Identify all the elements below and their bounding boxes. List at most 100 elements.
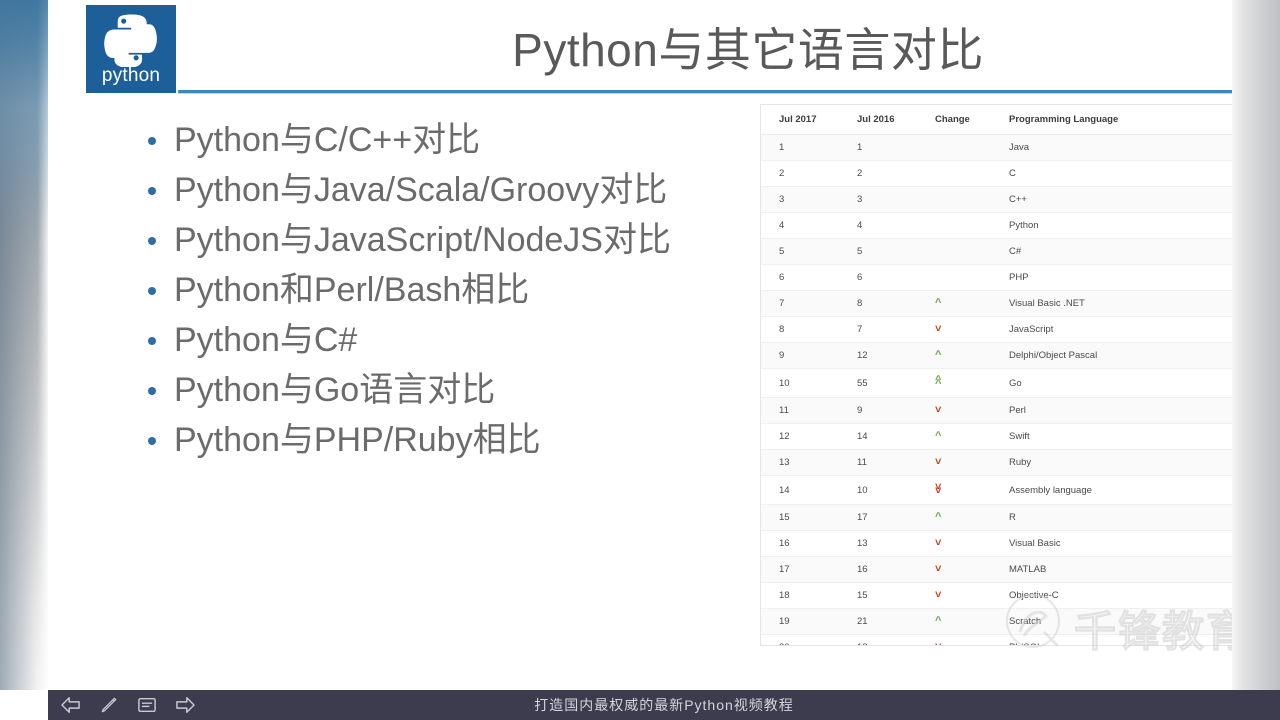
notes-icon <box>138 697 156 713</box>
table-body: 11 Java13.774% 22 C7.321% 33 C++5.576% 44 Pytho… <box>761 134 1232 645</box>
cell-ratings: 1.813% <box>1215 608 1232 635</box>
cell-rank-2017: 5 <box>761 238 857 265</box>
cell-language: Scratch <box>1009 608 1215 635</box>
cell-language: R <box>1009 504 1215 531</box>
python-logo-label: python <box>101 65 161 86</box>
title-underline-soft <box>178 93 1232 94</box>
change-down-icon: ˅ <box>935 556 1009 583</box>
cell-rank-2017: 15 <box>761 504 857 531</box>
cell-language: Perl <box>1009 397 1215 424</box>
column-header-change: Change <box>935 105 1009 135</box>
cell-language: C# <box>1009 238 1215 265</box>
cell-rank-2017: 4 <box>761 212 857 239</box>
cell-ratings: 2.009% <box>1215 556 1232 583</box>
notes-button[interactable] <box>134 694 160 716</box>
arrow-right-icon <box>176 697 195 713</box>
cell-rank-2016: 12 <box>857 342 935 369</box>
change-down-icon: ˅ <box>935 634 1009 645</box>
cell-rank-2017: 11 <box>761 397 857 424</box>
cell-rank-2016: 3 <box>857 186 935 213</box>
cell-rank-2017: 12 <box>761 423 857 450</box>
cell-ratings: 2.249% <box>1215 449 1232 476</box>
cell-language: Ruby <box>1009 449 1215 476</box>
cell-language: Go <box>1009 368 1215 398</box>
table-row: 119˅Perl2.334% <box>761 397 1232 424</box>
list-item: Python和Perl/Bash相比 <box>148 268 788 312</box>
cell-language: Delphi/Object Pascal <box>1009 342 1215 369</box>
cell-ratings: 3.543% <box>1215 212 1232 239</box>
next-slide-button[interactable] <box>172 694 198 716</box>
cell-language: MATLAB <box>1009 556 1215 583</box>
cell-rank-2017: 2 <box>761 160 857 187</box>
table-header-row: Jul 2017 Jul 2016 Change Programming Lan… <box>761 105 1232 135</box>
change-none <box>935 134 1009 161</box>
table-row: 55 C#3.518% <box>761 238 1232 265</box>
cell-ratings: 2.240% <box>1215 475 1232 505</box>
bullet-dot-icon <box>148 237 156 245</box>
table-row: 33 C++5.576% <box>761 186 1232 213</box>
title-underline <box>178 90 1232 93</box>
previous-slide-button[interactable] <box>58 694 84 716</box>
cell-language: PL/SQL <box>1009 634 1215 645</box>
change-none <box>935 264 1009 291</box>
pen-tool-button[interactable] <box>96 694 122 716</box>
cell-rank-2016: 7 <box>857 316 935 343</box>
cell-language: C <box>1009 160 1215 187</box>
column-header-jul-2016: Jul 2016 <box>857 105 935 135</box>
python-logo-icon <box>103 11 159 72</box>
cell-rank-2016: 1 <box>857 134 935 161</box>
cell-ratings: 2.105% <box>1215 504 1232 531</box>
cell-rank-2017: 3 <box>761 186 857 213</box>
player-toolbar: 打造国内最权威的最新Python视频教程 <box>48 690 1280 720</box>
cell-ratings: 2.490% <box>1215 342 1232 369</box>
list-item-label: Python与C/C++对比 <box>174 121 481 159</box>
cell-rank-2016: 8 <box>857 290 935 317</box>
cell-rank-2017: 16 <box>761 530 857 557</box>
cell-rank-2017: 18 <box>761 582 857 609</box>
right-gradient-strip <box>1232 0 1280 690</box>
cell-language: Objective-C <box>1009 582 1215 609</box>
change-none <box>935 160 1009 187</box>
cell-rank-2016: 11 <box>857 449 935 476</box>
cell-rank-2016: 21 <box>857 608 935 635</box>
cell-rank-2016: 5 <box>857 238 935 265</box>
cell-language: PHP <box>1009 264 1215 291</box>
list-item: Python与C# <box>148 318 788 362</box>
left-strip-blue-tint <box>0 0 48 240</box>
bullet-dot-icon <box>148 437 156 445</box>
bullet-dot-icon <box>148 337 156 345</box>
cell-language: Python <box>1009 212 1215 239</box>
column-header-jul-2017: Jul 2017 <box>761 105 857 135</box>
cell-ratings: 3.093% <box>1215 264 1232 291</box>
change-up-icon: ^ <box>935 504 1009 531</box>
cell-rank-2016: 4 <box>857 212 935 239</box>
cell-rank-2017: 9 <box>761 342 857 369</box>
arrow-left-icon <box>61 697 80 713</box>
tiobe-ranking-table: Jul 2017 Jul 2016 Change Programming Lan… <box>760 104 1232 646</box>
cell-language: JavaScript <box>1009 316 1215 343</box>
table-row: 87˅JavaScript2.606% <box>761 316 1232 343</box>
table-row: 912^Delphi/Object Pascal2.490% <box>761 342 1232 369</box>
cell-ratings: 7.321% <box>1215 160 1232 187</box>
change-down-icon: ˅ <box>935 582 1009 609</box>
cell-ratings: 3.518% <box>1215 238 1232 265</box>
list-item-label: Python和Perl/Bash相比 <box>174 271 530 309</box>
cell-rank-2017: 6 <box>761 264 857 291</box>
column-header-language: Programming Language <box>1009 105 1215 135</box>
cell-language: Visual Basic <box>1009 530 1215 557</box>
list-item-label: Python与PHP/Ruby相比 <box>174 421 541 459</box>
bullet-dot-icon <box>148 287 156 295</box>
toolbar-caption: 打造国内最权威的最新Python视频教程 <box>534 697 794 713</box>
table-row: 78^Visual Basic .NET3.050% <box>761 290 1232 317</box>
pencil-icon <box>101 697 117 713</box>
cell-ratings: 13.774% <box>1215 134 1232 161</box>
left-gradient-strip <box>0 0 48 690</box>
change-none <box>935 212 1009 239</box>
